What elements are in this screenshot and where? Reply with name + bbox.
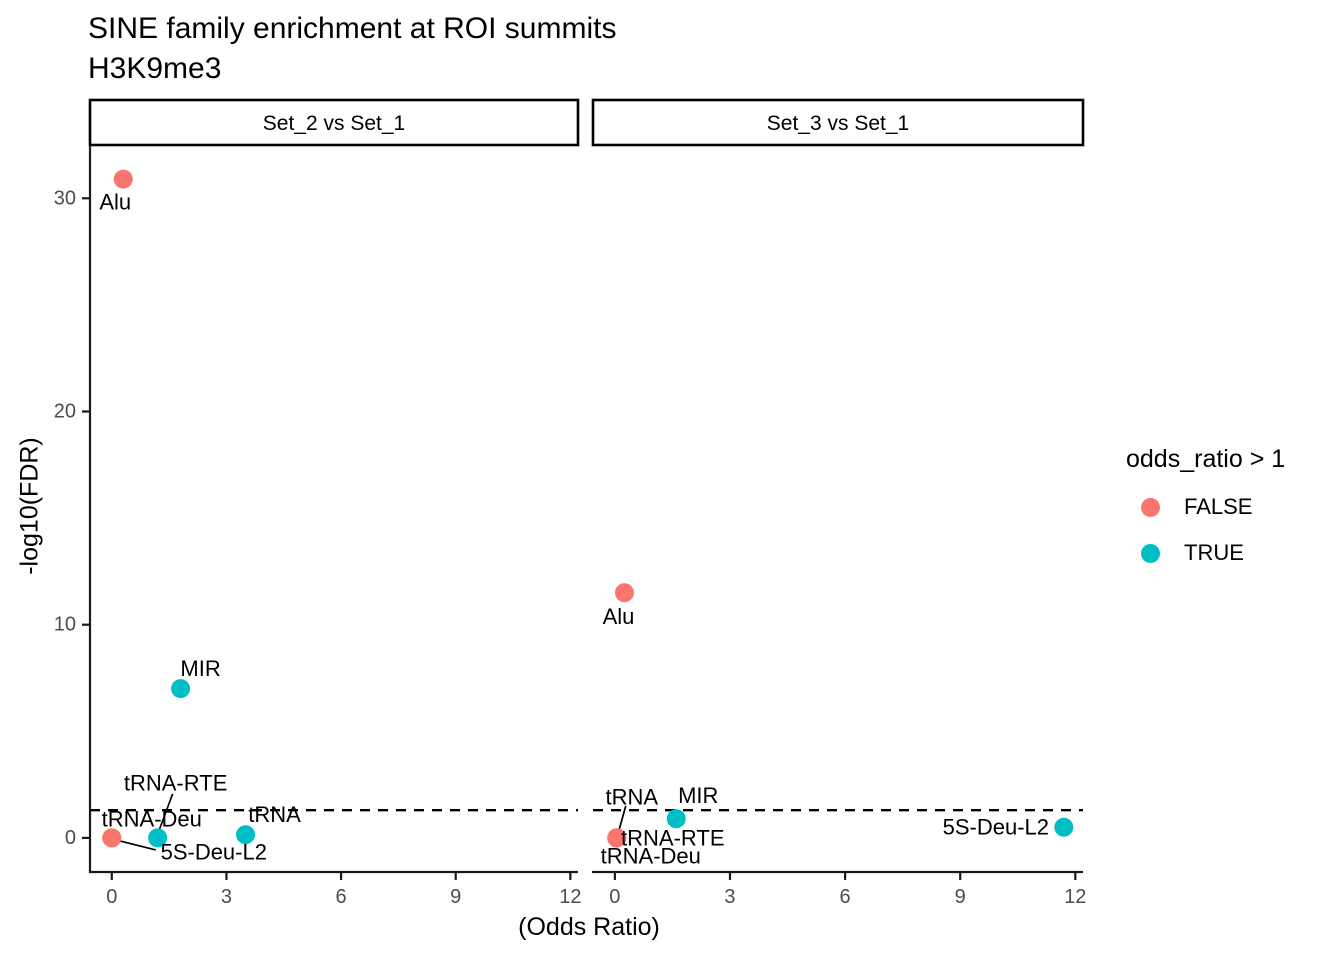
x-tick-label: 9 <box>955 886 966 908</box>
x-axis-title: (Odds Ratio) <box>518 913 660 941</box>
point-label-set-3-vs-set-1-mir: MIR <box>678 783 718 808</box>
x-tick-label: 12 <box>1064 886 1086 908</box>
legend-item-false: FALSE <box>1126 493 1285 521</box>
x-tick-label: 9 <box>450 886 461 908</box>
facet-strip-set-3-vs-set-1 <box>591 98 1085 147</box>
x-tick-label: 6 <box>840 886 851 908</box>
point-label-set-2-vs-set-1-trna-deu: tRNA-Deu <box>102 806 202 831</box>
x-tick-label: 3 <box>221 886 232 908</box>
point-label-set-2-vs-set-1-mir: MIR <box>180 656 220 681</box>
legend-swatch-false-icon <box>1141 497 1160 517</box>
point-label-set-2-vs-set-1-5s-deu-l2: 5S-Deu-L2 <box>161 839 267 864</box>
x-tick-label: 6 <box>336 886 347 908</box>
y-tick-label: 20 <box>54 400 76 422</box>
point-label-set-3-vs-set-1-trna-rte: tRNA-RTE <box>621 825 725 850</box>
y-tick-label: 0 <box>65 827 76 849</box>
x-tick-label: 0 <box>106 886 117 908</box>
y-tick-label: 30 <box>54 187 76 209</box>
y-tick-label: 10 <box>54 614 76 636</box>
point-label-set-2-vs-set-1-alu: Alu <box>99 190 131 215</box>
point-label-set-3-vs-set-1-trna: tRNA <box>606 784 659 809</box>
plot-title: SINE family enrichment at ROI summits <box>88 12 617 45</box>
leader-line-5s-deu-l2 <box>119 840 156 851</box>
data-point-set-3-vs-set-1-5s-deu-l2 <box>1054 817 1074 837</box>
data-point-set-2-vs-set-1-mir <box>171 679 191 699</box>
legend-label-true: TRUE <box>1184 540 1244 565</box>
facet-strip-set-2-vs-set-1 <box>88 98 580 147</box>
legend-swatch-true-icon <box>1141 543 1160 563</box>
point-label-set-3-vs-set-1-5s-deu-l2: 5S-Deu-L2 <box>943 815 1049 840</box>
facet-strip-label-set-2-vs-set-1: Set_2 vs Set_1 <box>263 112 405 135</box>
data-point-set-3-vs-set-1-mir <box>666 809 686 829</box>
plot-subtitle: H3K9me3 <box>88 52 222 85</box>
facet-strip-label-set-3-vs-set-1: Set_3 vs Set_1 <box>767 112 909 135</box>
leader-line-trna-rte <box>158 793 174 830</box>
leader-line-trna <box>617 805 627 832</box>
x-tick-label: 0 <box>609 886 620 908</box>
x-tick-label: 12 <box>559 886 581 908</box>
data-point-set-2-vs-set-1-trna <box>236 825 256 845</box>
data-point-set-2-vs-set-1-alu <box>113 169 133 189</box>
point-label-set-3-vs-set-1-trna-deu: tRNA-Deu <box>601 843 701 868</box>
point-label-set-3-vs-set-1-alu: Alu <box>603 604 635 629</box>
point-label-set-2-vs-set-1-trna-rte: tRNA-RTE <box>124 770 228 795</box>
data-point-set-2-vs-set-1-5s-deu-l2 <box>102 828 122 848</box>
legend-item-true: TRUE <box>1126 539 1285 567</box>
legend-label-false: FALSE <box>1184 494 1253 519</box>
legend: odds_ratio > 1 FALSE TRUE <box>1126 444 1285 567</box>
data-point-set-3-vs-set-1-alu <box>614 583 634 603</box>
y-axis-title: -log10(FDR) <box>15 437 44 575</box>
x-tick-label: 3 <box>724 886 735 908</box>
data-point-set-3-vs-set-1-trna-deu <box>607 828 627 848</box>
data-point-set-2-vs-set-1-trna-rte <box>148 828 168 848</box>
point-label-set-2-vs-set-1-trna: tRNA <box>248 802 301 827</box>
legend-title: odds_ratio > 1 <box>1126 445 1286 473</box>
